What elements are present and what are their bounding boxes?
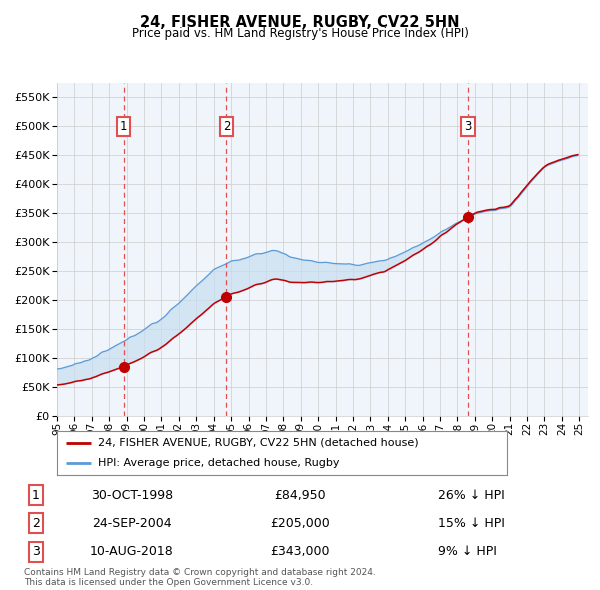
Text: 24, FISHER AVENUE, RUGBY, CV22 5HN: 24, FISHER AVENUE, RUGBY, CV22 5HN bbox=[140, 15, 460, 30]
Text: Contains HM Land Registry data © Crown copyright and database right 2024.
This d: Contains HM Land Registry data © Crown c… bbox=[24, 568, 376, 587]
Text: £205,000: £205,000 bbox=[270, 517, 330, 530]
Text: 10-AUG-2018: 10-AUG-2018 bbox=[90, 545, 174, 558]
Text: 1: 1 bbox=[120, 120, 127, 133]
Text: £84,950: £84,950 bbox=[274, 489, 326, 502]
Text: £343,000: £343,000 bbox=[270, 545, 330, 558]
Text: 3: 3 bbox=[464, 120, 472, 133]
Text: 2: 2 bbox=[223, 120, 230, 133]
Text: 3: 3 bbox=[32, 545, 40, 558]
Text: Price paid vs. HM Land Registry's House Price Index (HPI): Price paid vs. HM Land Registry's House … bbox=[131, 27, 469, 40]
Text: 15% ↓ HPI: 15% ↓ HPI bbox=[438, 517, 505, 530]
Text: 24-SEP-2004: 24-SEP-2004 bbox=[92, 517, 172, 530]
Text: 30-OCT-1998: 30-OCT-1998 bbox=[91, 489, 173, 502]
Text: 2: 2 bbox=[32, 517, 40, 530]
Text: 26% ↓ HPI: 26% ↓ HPI bbox=[438, 489, 505, 502]
Text: 24, FISHER AVENUE, RUGBY, CV22 5HN (detached house): 24, FISHER AVENUE, RUGBY, CV22 5HN (deta… bbox=[97, 438, 418, 448]
Text: 9% ↓ HPI: 9% ↓ HPI bbox=[438, 545, 497, 558]
Text: HPI: Average price, detached house, Rugby: HPI: Average price, detached house, Rugb… bbox=[97, 458, 339, 468]
Text: 1: 1 bbox=[32, 489, 40, 502]
